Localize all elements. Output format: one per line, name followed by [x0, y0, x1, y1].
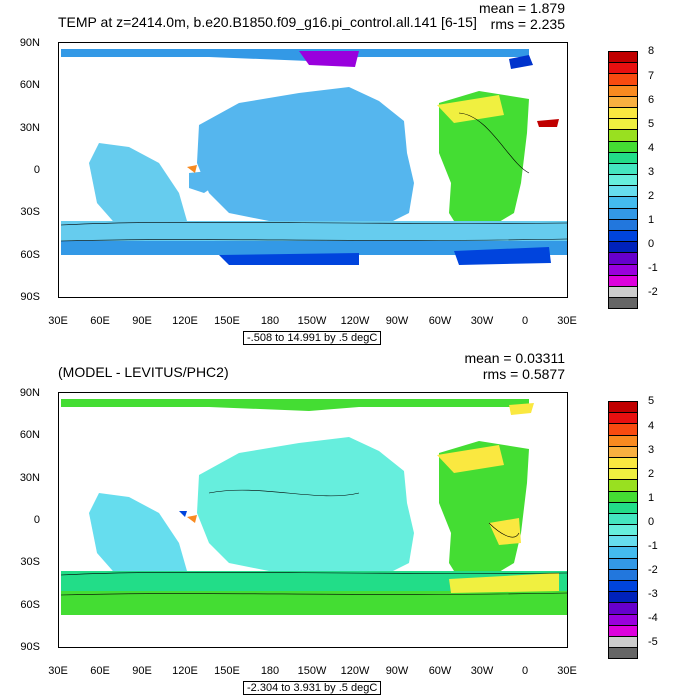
- lon-label: 30E: [48, 665, 68, 677]
- map-panel-difference: (MODEL - LEVITUS/PHC2) mean = 0.03311 rm…: [0, 350, 700, 700]
- colorbar-label: 3: [648, 444, 655, 456]
- lat-label: 60N: [19, 79, 40, 91]
- lon-label: 150E: [214, 665, 240, 677]
- lon-label: 0: [521, 665, 529, 677]
- lat-label: 30N: [19, 122, 40, 134]
- lon-label: 150E: [214, 315, 240, 327]
- colorbar-swatch: [608, 297, 638, 310]
- colorbar-label: 3: [648, 166, 655, 178]
- lon-label: 0: [521, 315, 529, 327]
- map-panel-temp: TEMP at z=2414.0m, b.e20.B1850.f09_g16.p…: [19, 0, 658, 345]
- range-box: -2.304 to 3.931 by .5 degC: [243, 681, 382, 695]
- lat-label: 0: [33, 164, 40, 176]
- colorbar-label: -3: [648, 588, 658, 600]
- lat-label: 0: [33, 514, 40, 526]
- colorbar-label: 0: [648, 516, 655, 528]
- lat-label: 60S: [20, 249, 40, 261]
- lat-label: 90S: [20, 291, 40, 303]
- lat-label: 30S: [20, 206, 40, 218]
- colorbar-label: 5: [648, 395, 655, 407]
- lon-label: 60W: [428, 315, 452, 327]
- ocean-temperature-map: [60, 49, 567, 265]
- lon-label: 90E: [132, 315, 152, 327]
- colorbar-label: 1: [648, 492, 655, 504]
- lon-label: 120E: [172, 665, 198, 677]
- lon-label: 150W: [297, 665, 327, 677]
- range-box: -.508 to 14.991 by .5 degC: [243, 331, 382, 345]
- lon-label: 30W: [470, 315, 494, 327]
- lat-label: 30N: [19, 472, 40, 484]
- colorbar-label: -4: [648, 612, 658, 624]
- panel-title: (MODEL - LEVITUS/PHC2): [58, 364, 229, 380]
- colorbar: [608, 401, 638, 660]
- lon-label: 60E: [90, 665, 110, 677]
- colorbar-label: 8: [648, 45, 655, 57]
- mean-value: mean = 1.879: [478, 0, 565, 16]
- colorbar-label: 6: [648, 94, 655, 106]
- lon-label: 30E: [557, 665, 577, 677]
- colorbar-label: -1: [648, 262, 658, 274]
- colorbar-label: 2: [648, 468, 655, 480]
- colorbar-swatch: [608, 647, 638, 660]
- lat-label: 90S: [20, 641, 40, 653]
- lon-label: 120E: [172, 315, 198, 327]
- rms-value: rms = 2.235: [490, 16, 565, 32]
- lat-label: 90N: [19, 37, 40, 49]
- lon-label: 30E: [557, 315, 577, 327]
- lon-label: 60W: [428, 665, 452, 677]
- mean-value: mean = 0.03311: [464, 350, 565, 366]
- lon-label: 90W: [385, 665, 409, 677]
- lat-label: 60S: [20, 599, 40, 611]
- panel-title: TEMP at z=2414.0m, b.e20.B1850.f09_g16.p…: [58, 14, 477, 30]
- colorbar-label: 7: [648, 70, 655, 82]
- colorbar: [608, 51, 638, 310]
- lon-label: 120W: [340, 665, 370, 677]
- colorbar-label: -1: [648, 540, 658, 552]
- lon-label: 180: [260, 315, 280, 327]
- colorbar-label: 0: [648, 238, 655, 250]
- colorbar-label: -2: [648, 564, 658, 576]
- lon-label: 150W: [297, 315, 327, 327]
- colorbar-label: -5: [648, 636, 658, 648]
- lon-label: 30E: [48, 315, 68, 327]
- colorbar-label: -2: [648, 286, 658, 298]
- map-plot: [58, 42, 568, 298]
- colorbar-label: 4: [648, 420, 655, 432]
- colorbar-label: 2: [648, 190, 655, 202]
- lat-label: 30S: [20, 556, 40, 568]
- colorbar-label: 5: [648, 118, 655, 130]
- lat-label: 90N: [19, 387, 40, 399]
- lon-label: 120W: [340, 315, 370, 327]
- lon-label: 90W: [385, 315, 409, 327]
- colorbar-label: 4: [648, 142, 655, 154]
- lon-label: 60E: [90, 315, 110, 327]
- lon-label: 90E: [132, 665, 152, 677]
- colorbar-label: 1: [648, 214, 655, 226]
- lat-label: 60N: [19, 429, 40, 441]
- difference-map: [60, 399, 567, 615]
- map-plot: [58, 392, 568, 648]
- rms-value: rms = 0.5877: [482, 366, 565, 382]
- lon-label: 180: [260, 665, 280, 677]
- lon-label: 30W: [470, 665, 494, 677]
